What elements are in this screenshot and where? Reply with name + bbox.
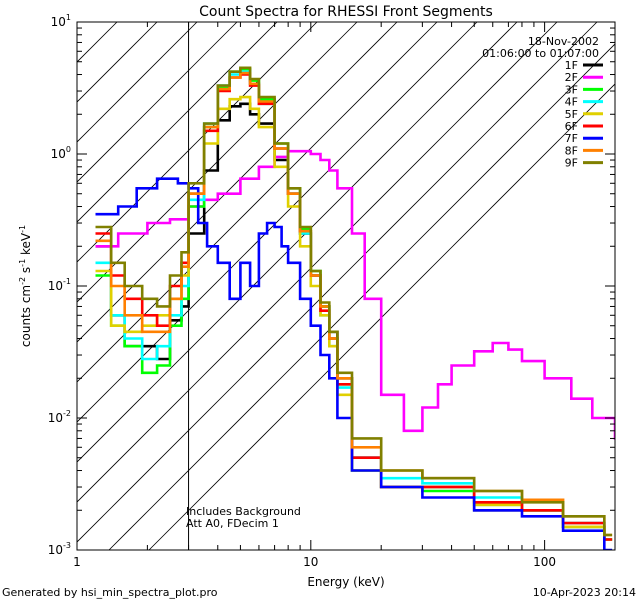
date-label: 18-Nov-2002 <box>528 35 599 48</box>
legend-label-4F: 4F <box>565 96 578 109</box>
x-tick-label: 10 <box>303 555 318 569</box>
y-tick-exponent: -1 <box>63 277 71 286</box>
hatch-line <box>77 22 478 423</box>
y-label-exp-2: -1 <box>18 259 27 267</box>
legend-label-9F: 9F <box>565 157 578 170</box>
legend-label-5F: 5F <box>565 108 578 121</box>
y-tick-label: 10-2 <box>48 409 71 425</box>
y-tick-base: 10 <box>48 543 63 557</box>
y-tick-base: 10 <box>48 279 63 293</box>
hatch-line <box>108 43 615 550</box>
legend-label-2F: 2F <box>565 71 578 84</box>
series-line-9F <box>95 66 613 537</box>
series-line-5F <box>95 95 613 541</box>
y-label-part-1: counts cm <box>19 285 33 347</box>
hatch-line <box>77 22 358 303</box>
y-tick-base: 10 <box>51 15 66 29</box>
series-line-1F <box>95 102 613 541</box>
y-label-part-2: s <box>19 267 33 277</box>
footer-timestamp: 10-Apr-2023 20:14 <box>533 586 636 599</box>
legend-label-8F: 8F <box>565 144 578 157</box>
x-axis-label: Energy (keV) <box>307 575 384 589</box>
y-label-exp-3: -1 <box>18 225 27 233</box>
footer-generated-by: Generated by hsi_min_spectra_plot.pro <box>2 586 218 599</box>
x-tick-label: 1 <box>73 555 81 569</box>
annotation-attenuator: Att A0, FDecim 1 <box>186 517 279 530</box>
y-tick-label: 10-3 <box>48 541 71 557</box>
series-line-2F <box>95 149 615 440</box>
y-tick-exponent: 1 <box>66 13 71 22</box>
hatch-line <box>77 22 198 143</box>
y-tick-exponent: -2 <box>63 409 71 418</box>
y-label-part-3: keV <box>19 232 33 259</box>
hatch-line <box>77 22 598 543</box>
legend-label-6F: 6F <box>565 120 578 133</box>
annotation-background: Includes Background <box>186 505 301 518</box>
legend-label-1F: 1F <box>565 59 578 72</box>
y-label-exp-1: -2 <box>18 277 27 285</box>
legend-label-7F: 7F <box>565 132 578 145</box>
hatch-line <box>77 22 238 183</box>
series-layer <box>95 66 615 550</box>
y-tick-label: 100 <box>51 145 71 161</box>
chart-title: Count Spectra for RHESSI Front Segments <box>199 4 493 20</box>
legend-label-3F: 3F <box>565 83 578 96</box>
hatch-line <box>77 22 558 503</box>
x-tick-label: 100 <box>533 555 556 569</box>
y-axis-label: counts cm-2 s-1 keV-1 <box>18 225 33 347</box>
hatch-line <box>148 83 615 550</box>
y-tick-base: 10 <box>51 147 66 161</box>
y-tick-label: 101 <box>51 13 71 29</box>
y-tick-exponent: -3 <box>63 541 71 550</box>
y-tick-label: 10-1 <box>48 277 71 293</box>
series-line-3F <box>95 67 613 541</box>
y-tick-exponent: 0 <box>66 145 71 154</box>
series-line-8F <box>95 71 613 537</box>
hatch-line <box>77 22 78 23</box>
y-tick-base: 10 <box>48 411 63 425</box>
time-range-label: 01:06:00 to 01:07:00 <box>482 47 599 60</box>
